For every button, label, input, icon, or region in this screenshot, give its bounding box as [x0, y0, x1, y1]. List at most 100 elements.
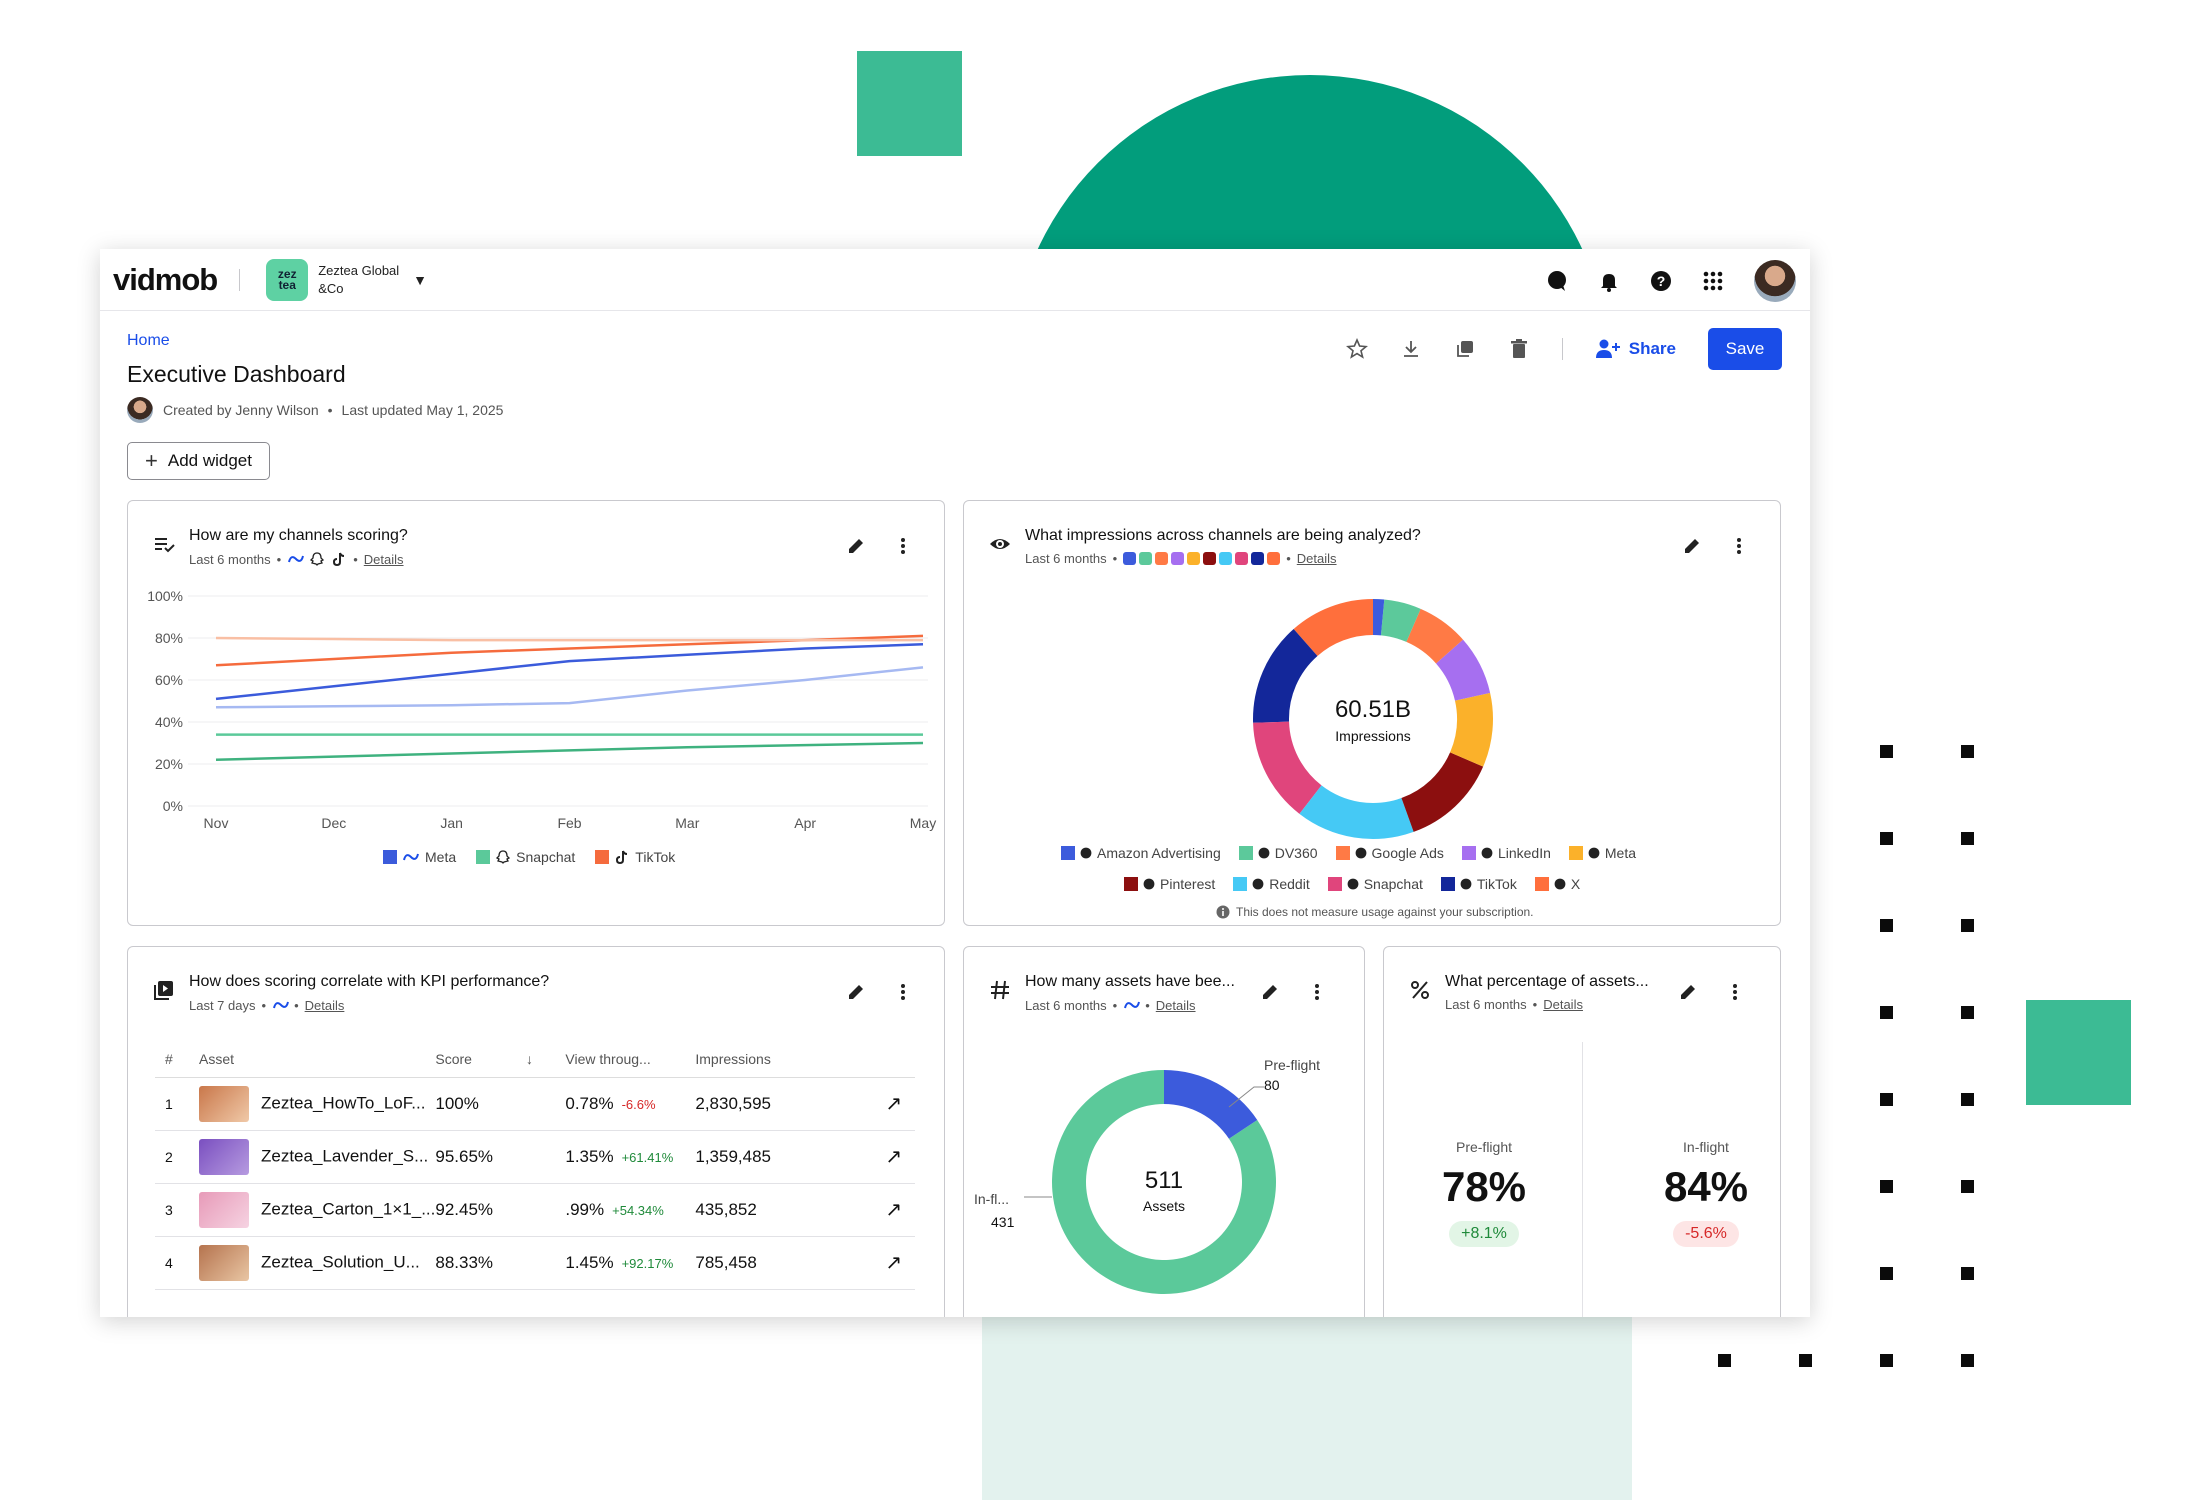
more-vert-icon[interactable]	[1307, 982, 1327, 1002]
chat-icon[interactable]	[1546, 270, 1568, 292]
col-score[interactable]: Score ↓	[435, 1042, 566, 1078]
more-vert-icon[interactable]	[1729, 536, 1749, 556]
eye-icon	[989, 533, 1011, 555]
star-icon[interactable]	[1345, 337, 1368, 360]
details-link[interactable]: Details	[1296, 551, 1337, 566]
add-widget-button[interactable]: + Add widget	[127, 442, 270, 480]
snapchat-icon	[1347, 878, 1359, 890]
asset-cell[interactable]: Zeztea_Lavender_S...	[199, 1130, 436, 1184]
duplicate-icon[interactable]	[1454, 338, 1476, 360]
vtr-value: 1.45%	[565, 1252, 614, 1272]
period: Last 6 months	[1445, 997, 1527, 1012]
arrow-up-right-icon[interactable]: ↗	[885, 1146, 903, 1168]
edit-pencil-icon[interactable]	[1260, 982, 1280, 1002]
breadcrumb-home[interactable]: Home	[127, 332, 170, 349]
legend-x[interactable]: X	[1534, 876, 1580, 892]
assets-slice-0[interactable]	[1164, 1070, 1258, 1139]
more-vert-icon[interactable]	[893, 536, 913, 556]
dv360-icon	[1258, 847, 1270, 859]
sort-down-icon[interactable]: ↓	[525, 1051, 533, 1068]
series-line-snapchat-dark[interactable]	[215, 741, 924, 762]
edit-pencil-icon[interactable]	[846, 982, 866, 1002]
series-line-meta-light[interactable]	[215, 666, 924, 709]
details-link[interactable]: Details	[304, 997, 345, 1013]
y-tick-label: 20%	[155, 756, 183, 772]
apps-grid-icon[interactable]	[1702, 270, 1724, 292]
arrow-up-right-icon[interactable]: ↗	[885, 1093, 903, 1115]
org-switcher[interactable]: Zeztea Global &Co	[318, 262, 399, 298]
asset-cell[interactable]: Zeztea_HowTo_LoF...	[199, 1077, 436, 1131]
arrow-up-right-icon[interactable]: ↗	[885, 1199, 903, 1221]
tiktok-icon	[1251, 552, 1265, 565]
top-bar: vidmob zez tea Zeztea Global &Co ▼ ?	[100, 249, 1810, 311]
user-avatar[interactable]	[1754, 260, 1796, 302]
info-icon	[1216, 905, 1230, 919]
impressions-slice-3[interactable]	[1436, 639, 1491, 701]
impressions-slice-4[interactable]	[1450, 692, 1493, 767]
legend-amazon-advertising[interactable]: Amazon Advertising	[1061, 845, 1221, 861]
impressions-slice-9[interactable]	[1293, 599, 1373, 656]
legend-meta[interactable]: Meta	[383, 849, 456, 865]
decor-dot	[1799, 1354, 1812, 1367]
impressions-slice-7[interactable]	[1253, 721, 1322, 814]
save-button[interactable]: Save	[1708, 328, 1782, 370]
impressions-slice-2[interactable]	[1406, 608, 1464, 664]
asset-cell[interactable]: Zeztea_Carton_1×1_...	[199, 1183, 436, 1237]
meta-icon	[1588, 847, 1600, 859]
legend-meta[interactable]: Meta	[1568, 845, 1636, 861]
decor-dot	[1961, 1006, 1974, 1019]
percent-icon	[1409, 979, 1431, 1001]
legend-reddit[interactable]: Reddit	[1233, 876, 1310, 892]
legend-linkedin[interactable]: LinkedIn	[1461, 845, 1551, 861]
table-row[interactable]: 1 Zeztea_HowTo_LoF... 100% 0.78% -6.6% 2,830,…	[155, 1077, 915, 1131]
details-link[interactable]: Details	[1543, 997, 1583, 1012]
legend-swatch	[1061, 846, 1075, 860]
legend-tiktok[interactable]: TikTok	[595, 849, 675, 865]
top-icons: ?	[1546, 260, 1796, 302]
legend-dv360[interactable]: DV360	[1238, 845, 1318, 861]
table-row[interactable]: 4 Zeztea_Solution_U... 88.33% 1.45% +92.17% 7…	[155, 1236, 915, 1290]
details-link[interactable]: Details	[363, 551, 404, 567]
edit-pencil-icon[interactable]	[1682, 536, 1702, 556]
legend-google-ads[interactable]: Google Ads	[1335, 845, 1444, 861]
vidmob-logo[interactable]: vidmob	[113, 261, 218, 297]
impressions-slice-8[interactable]	[1253, 628, 1318, 723]
trash-icon[interactable]	[1508, 338, 1530, 360]
legend-tiktok[interactable]: TikTok	[1440, 876, 1517, 892]
card-subtitle: Last 7 days • • Details	[189, 997, 345, 1013]
legend-snapchat[interactable]: Snapchat	[476, 849, 575, 865]
col-view-through[interactable]: View throug...	[565, 1042, 696, 1078]
vtr-cell: 0.78% -6.6%	[565, 1077, 696, 1131]
dashboard-window: vidmob zez tea Zeztea Global &Co ▼ ? Hom…	[100, 249, 1810, 1317]
asset-cell[interactable]: Zeztea_Solution_U...	[199, 1236, 436, 1290]
col-asset[interactable]: Asset	[199, 1042, 436, 1078]
edit-pencil-icon[interactable]	[1678, 982, 1698, 1002]
arrow-up-right-icon[interactable]: ↗	[885, 1252, 903, 1274]
series-line-tiktok-light[interactable]	[215, 636, 923, 642]
impressions-slice-1[interactable]	[1380, 599, 1421, 642]
table-row[interactable]: 3 Zeztea_Carton_1×1_... 92.45% .99% +54.34% 4…	[155, 1183, 915, 1237]
col-impressions[interactable]: Impressions	[695, 1042, 866, 1078]
decor-dot	[1961, 919, 1974, 932]
impressions-slice-0[interactable]	[1373, 599, 1385, 636]
edit-pencil-icon[interactable]	[846, 536, 866, 556]
more-vert-icon[interactable]	[893, 982, 913, 1002]
card-subtitle: Last 6 months • Details	[1445, 997, 1583, 1012]
download-icon[interactable]	[1400, 338, 1422, 360]
series-line-meta[interactable]	[215, 643, 924, 701]
table-row[interactable]: 2 Zeztea_Lavender_S... 95.65% 1.35% +61.41% 1…	[155, 1130, 915, 1184]
details-link[interactable]: Details	[1155, 997, 1196, 1013]
help-icon[interactable]: ?	[1650, 270, 1672, 292]
more-vert-icon[interactable]	[1725, 982, 1745, 1002]
assets-slice-1[interactable]	[1052, 1070, 1276, 1294]
impressions-slice-5[interactable]	[1401, 752, 1484, 832]
legend-snapchat[interactable]: Snapchat	[1327, 876, 1423, 892]
chevron-down-icon[interactable]: ▼	[413, 271, 428, 288]
created-by: Created by Jenny Wilson	[163, 402, 319, 418]
impressions-slice-6[interactable]	[1299, 785, 1414, 839]
share-button[interactable]: Share	[1595, 338, 1676, 360]
bell-icon[interactable]	[1598, 270, 1620, 292]
legend-label: Snapchat	[516, 849, 576, 865]
legend-pinterest[interactable]: Pinterest	[1124, 876, 1215, 892]
impressions-cell: 785,458	[695, 1236, 866, 1290]
